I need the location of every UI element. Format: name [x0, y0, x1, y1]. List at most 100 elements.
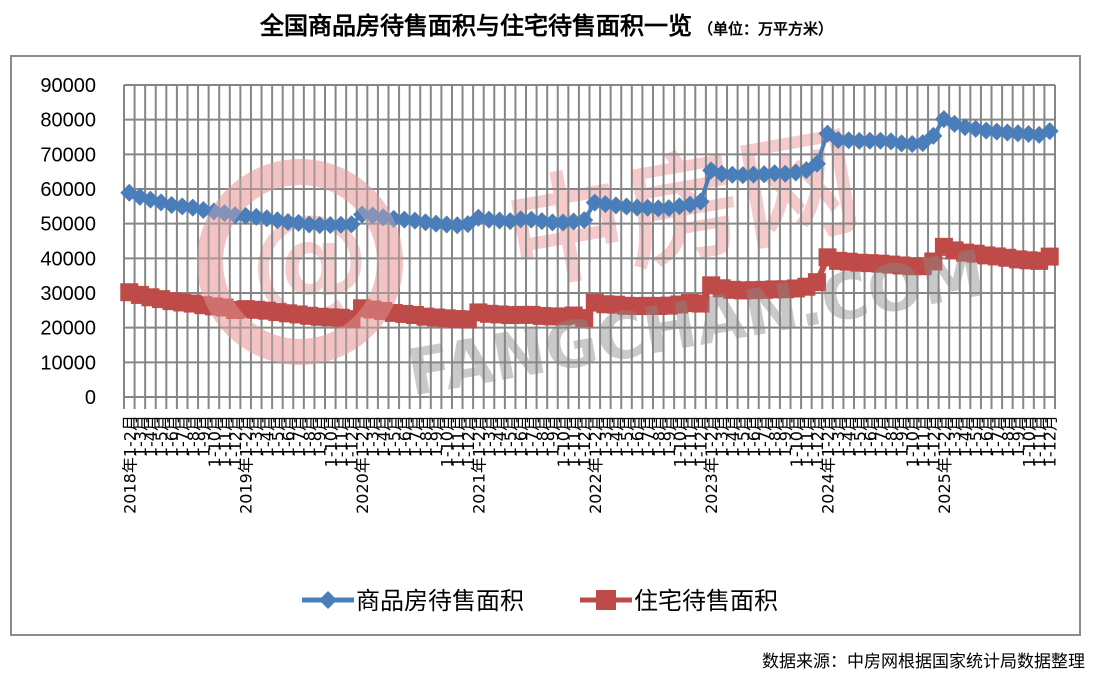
diamond-marker-icon: [934, 110, 953, 129]
diamond-marker-icon: [564, 212, 583, 231]
diamond-marker-icon: [596, 195, 615, 214]
x-tick-label: 1-4月: [840, 415, 859, 457]
x-tick-label: 1-12月: [226, 415, 245, 467]
gridlines: [123, 84, 1056, 409]
x-tick-label: 1-11月: [681, 415, 700, 467]
chart-title: 全国商品房待售面积与住宅待售面积一览 （单位：万平方米）: [0, 6, 1093, 41]
diamond-marker-icon: [162, 196, 181, 215]
x-tick-label: 1-7月: [522, 415, 541, 457]
x-tick-label: 1-3月: [364, 415, 383, 457]
y-tick-label: 70000: [40, 144, 96, 166]
diamond-marker-icon: [638, 198, 657, 217]
x-tick-label: 1-12月: [808, 415, 827, 467]
diamond-marker-icon: [606, 196, 625, 215]
diamond-marker-icon: [384, 209, 403, 228]
x-tick-label: 1-12月: [692, 415, 711, 467]
diamond-marker-icon: [924, 126, 943, 145]
x-tick-label: 1-4月: [491, 415, 510, 457]
y-tick-label: 60000: [40, 179, 96, 201]
y-tick-label: 20000: [40, 318, 96, 340]
x-tick-label: 1-8月: [882, 415, 901, 457]
diamond-marker-icon: [987, 122, 1006, 141]
diamond-marker-icon: [807, 154, 826, 173]
diamond-marker-icon: [850, 131, 869, 150]
diamond-marker-icon: [839, 131, 858, 150]
diamond-marker-icon: [342, 215, 361, 234]
x-tick-label: 2019年1-2月: [237, 415, 256, 514]
x-tick-label: 1-9月: [776, 415, 795, 457]
x-tick-label: 1-5月: [152, 415, 171, 457]
x-tick-label: 1-3月: [713, 415, 732, 457]
x-tick-label: 1-7月: [173, 415, 192, 457]
x-tick-label: 1-6月: [861, 415, 880, 457]
diamond-marker-icon: [395, 210, 414, 229]
diamond-marker-icon: [1019, 125, 1038, 144]
y-tick-label: 80000: [40, 110, 96, 132]
diamond-marker-icon: [427, 214, 446, 233]
legend: 商品房待售面积 住宅待售面积: [302, 587, 778, 615]
diamond-marker-icon: [321, 216, 340, 235]
x-tick-label: 1-11月: [1030, 415, 1049, 467]
x-tick-label: 1-7月: [988, 415, 1007, 457]
diamond-marker-icon: [977, 121, 996, 140]
x-tick-label: 1-8月: [998, 415, 1017, 457]
square-marker-icon: [924, 252, 943, 271]
x-tick-label: 1-10月: [670, 415, 689, 467]
diamond-marker-icon: [173, 197, 192, 216]
diamond-marker-icon: [310, 216, 329, 235]
diamond-marker-icon: [723, 165, 742, 184]
diamond-marker-icon: [319, 591, 337, 609]
diamond-marker-icon: [522, 210, 541, 229]
x-tick-label: 1-5月: [967, 415, 986, 457]
diamond-marker-icon: [765, 164, 784, 183]
x-tick-label: 1-6月: [163, 415, 182, 457]
diamond-marker-icon: [416, 213, 435, 232]
x-tick-label: 1-3月: [829, 415, 848, 457]
x-tick-label: 1-6月: [628, 415, 647, 457]
diamond-marker-icon: [247, 207, 266, 226]
x-tick-label: 1-10月: [321, 415, 340, 467]
x-tick-label: 1-3月: [247, 415, 266, 457]
x-tick-label: 1-9月: [194, 415, 213, 457]
x-tick-label: 1-3月: [480, 415, 499, 457]
square-marker-icon: [596, 590, 616, 610]
x-tick-label: 1-5月: [385, 415, 404, 457]
diamond-marker-icon: [353, 205, 372, 224]
diamond-marker-icon: [1040, 122, 1059, 141]
diamond-marker-icon: [829, 130, 848, 149]
x-tick-label: 1-4月: [141, 415, 160, 457]
diamond-marker-icon: [226, 206, 245, 225]
x-tick-label: 1-9月: [311, 415, 330, 457]
square-marker-icon: [575, 309, 594, 328]
x-tick-label: 1-11月: [797, 415, 816, 467]
x-tick-label: 1-7月: [639, 415, 658, 457]
x-tick-label: 2024年1-2月: [819, 415, 838, 514]
diamond-marker-icon: [236, 206, 255, 225]
x-tick-label: 1-9月: [427, 415, 446, 457]
x-tick-label: 1-8月: [184, 415, 203, 457]
data-series: [120, 110, 1059, 329]
chart-frame: [10, 55, 1081, 636]
diamond-marker-icon: [289, 213, 308, 232]
diamond-marker-icon: [448, 216, 467, 235]
legend-label: 住宅待售面积: [634, 587, 778, 615]
diamond-marker-icon: [490, 211, 509, 230]
chart-title-main: 全国商品房待售面积与住宅待售面积一览: [259, 12, 692, 40]
x-tick-label: 1-11月: [216, 415, 235, 467]
x-tick-label: 1-10月: [205, 415, 224, 467]
diamond-marker-icon: [511, 210, 530, 229]
diamond-marker-icon: [733, 166, 752, 185]
x-tick-label: 1-6月: [512, 415, 531, 457]
x-tick-label: 1-7月: [755, 415, 774, 457]
x-tick-label: 1-5月: [501, 415, 520, 457]
x-tick-label: 1-8月: [649, 415, 668, 457]
y-tick-label: 30000: [40, 283, 96, 305]
y-tick-label: 0: [85, 387, 96, 409]
y-tick-label: 50000: [40, 214, 96, 236]
diamond-marker-icon: [903, 134, 922, 153]
x-tick-label: 1-7月: [871, 415, 890, 457]
x-tick-label: 1-10月: [438, 415, 457, 467]
x-tick-label: 1-9月: [543, 415, 562, 457]
diamond-marker-icon: [998, 123, 1017, 142]
